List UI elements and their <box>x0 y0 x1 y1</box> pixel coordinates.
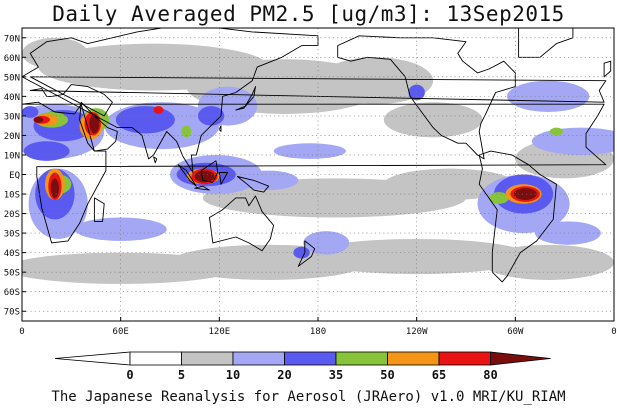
coastline <box>194 185 210 191</box>
colorbar-label: 35 <box>329 368 343 382</box>
longitude-labels: 0 60E 120E 180 120W 60W 0 <box>19 327 616 337</box>
map-title: Daily Averaged PM2.5 [ug/m3]: 13Sep2015 <box>52 2 565 26</box>
colorbar-label: 0 <box>126 368 133 382</box>
field-blob <box>38 43 269 91</box>
coastline <box>200 160 219 183</box>
caption: The Japanese Reanalysis for Aerosol (JRA… <box>51 389 566 405</box>
field-blob <box>22 106 39 118</box>
coastline <box>177 164 197 187</box>
lat-label: 40S <box>4 249 20 259</box>
lat-label: 30S <box>4 230 20 240</box>
lat-label: 20S <box>4 210 20 220</box>
colorbar-bin <box>387 351 440 366</box>
colorbar-label: 50 <box>380 368 394 382</box>
concentration-field <box>22 37 614 284</box>
colorbar-label: 10 <box>226 368 240 382</box>
coastline <box>153 156 158 164</box>
field-blob <box>303 231 350 255</box>
lat-label: 60S <box>4 288 20 298</box>
lat-label: 10S <box>4 191 20 201</box>
field-blob <box>181 125 192 138</box>
map-frame <box>21 27 615 322</box>
lon-label: 0 <box>611 327 616 337</box>
field-blob <box>33 116 44 123</box>
colorbar-label: 80 <box>483 368 497 382</box>
field-blob <box>153 106 164 114</box>
field-blob <box>22 37 88 70</box>
field-blob <box>535 221 601 245</box>
colorbar-bin <box>335 351 388 366</box>
colorbar-label: 20 <box>277 368 291 382</box>
coastline <box>337 35 516 160</box>
lat-label: 20N <box>4 132 20 142</box>
lat-label: 30N <box>4 112 20 122</box>
coastline <box>297 240 316 267</box>
colorbar-bin <box>129 351 182 366</box>
coastline <box>603 60 612 78</box>
field-blob <box>513 188 537 200</box>
lat-label: 70S <box>4 308 20 318</box>
coastline <box>478 150 557 283</box>
field-scattered-cores <box>22 84 425 259</box>
field-blob <box>50 178 59 198</box>
field-blob <box>194 170 215 183</box>
coastline <box>22 28 319 173</box>
lat-label: 50N <box>4 73 20 83</box>
colorbar-bin <box>438 351 491 366</box>
colorbar-bin <box>232 351 285 366</box>
lon-label: 60W <box>507 327 524 337</box>
field-blob <box>482 244 614 280</box>
field-blob <box>74 217 167 241</box>
coastline <box>209 195 275 252</box>
field-blob <box>549 127 564 136</box>
field-blob <box>89 113 100 134</box>
field-blob <box>408 84 425 101</box>
lat-label: 60N <box>4 54 20 64</box>
field-blob <box>301 238 532 275</box>
colorbar-over-triangle <box>490 351 551 366</box>
lon-label: 120W <box>406 327 428 337</box>
colorbar-bin <box>181 351 234 366</box>
colorbar-bin <box>284 351 337 366</box>
field-blob <box>383 102 483 138</box>
lon-label: 0 <box>19 327 24 337</box>
lat-label: 70N <box>4 34 20 44</box>
field-blob <box>273 143 346 159</box>
coastline <box>79 101 118 152</box>
colorbar-label: 65 <box>432 368 446 382</box>
coastline <box>218 172 229 185</box>
latitude-labels: 70N 60N 50N 40N 30N 20N 10N EQ 10S 20S 30S 40S 50S 60… <box>4 34 20 317</box>
lat-label: 10N <box>4 151 20 161</box>
lon-label: 180 <box>310 327 326 337</box>
lat-label: EQ <box>9 171 20 181</box>
field-blob <box>23 141 70 161</box>
lat-label: 40N <box>4 93 20 103</box>
field-blob <box>115 106 175 134</box>
coastline <box>235 86 256 111</box>
colorbar-under-triangle <box>54 351 131 366</box>
lon-label: 60E <box>113 327 129 337</box>
coastline <box>236 176 270 193</box>
field-darkred-cores <box>33 113 537 200</box>
field-blob <box>489 192 509 204</box>
colorbar: 0 5 10 20 35 50 65 80 <box>54 351 551 382</box>
coastline <box>218 125 222 132</box>
field-blob <box>293 246 310 259</box>
field-blob <box>318 57 434 105</box>
lat-label: 50S <box>4 269 20 279</box>
colorbar-label: 5 <box>178 368 185 382</box>
lon-label: 120E <box>208 327 230 337</box>
field-blob <box>239 170 299 191</box>
field-eurasia-haze <box>22 37 269 91</box>
coastline <box>22 101 607 244</box>
